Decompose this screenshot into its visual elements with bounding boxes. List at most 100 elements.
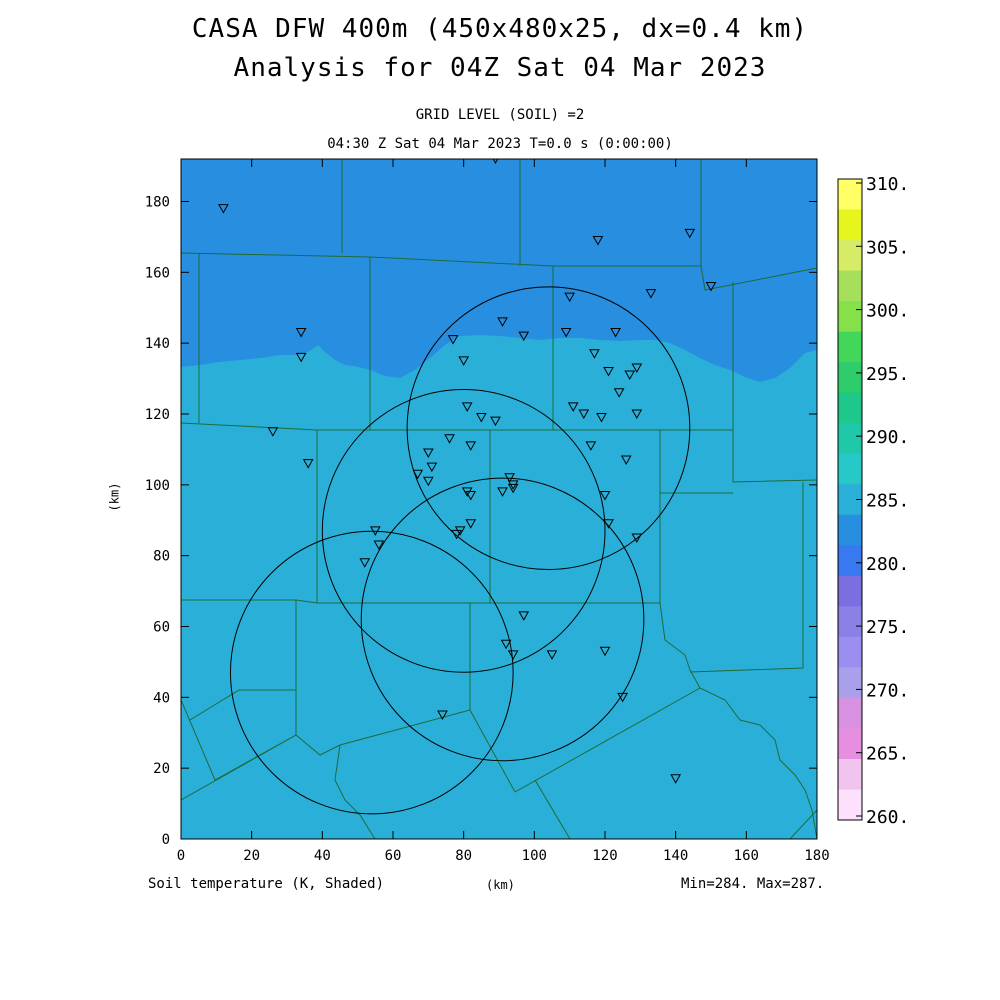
map-title: CASA DFW 400m (450x480x25, dx=0.4 km)	[191, 14, 809, 44]
y-axis: 0 20 40 60 80 100 120 140 160 180	[145, 195, 817, 848]
x-tick-label: 80	[455, 848, 472, 864]
cool-field	[181, 159, 817, 382]
x-tick-label: 140	[663, 848, 688, 864]
station-marker	[465, 519, 477, 529]
colorbar-label: 290.	[866, 427, 909, 448]
x-tick-label: 40	[314, 848, 331, 864]
y-tick-label: 60	[153, 620, 170, 636]
station-marker	[631, 533, 643, 543]
station-marker	[624, 370, 636, 381]
colorbar-segment	[838, 667, 862, 699]
station-marker	[465, 490, 477, 501]
radar-ring-2	[321, 389, 606, 673]
station-marker	[218, 204, 229, 214]
colorbar-segment	[838, 331, 862, 363]
colorbar-label: 280.	[866, 554, 909, 575]
y-tick-label: 40	[153, 690, 170, 706]
station-marker	[458, 356, 470, 366]
x-tick-label: 100	[522, 848, 547, 864]
colorbar-label: 270.	[866, 680, 909, 701]
station-marker	[592, 235, 604, 246]
station-marker	[500, 639, 512, 650]
y-tick-label: 100	[145, 478, 170, 494]
station-marker	[422, 476, 434, 487]
station-marker	[497, 317, 508, 327]
station-marker	[599, 490, 611, 501]
station-marker	[645, 289, 657, 299]
x-tick-label: 160	[734, 848, 759, 864]
station-marker	[422, 448, 434, 458]
station-marker	[631, 363, 643, 373]
x-axis-unit: (km)	[486, 878, 515, 892]
x-axis: 0 20 40 60 80 100 120 140 160 180	[177, 159, 830, 864]
grid-level-label: GRID LEVEL (SOIL) =2	[415, 107, 585, 123]
valid-time-label: 04:30 Z Sat 04 Mar 2023 T=0.0 s (0:00:00…	[327, 136, 673, 152]
y-tick-label: 160	[145, 265, 170, 281]
colorbar-segment	[838, 697, 862, 729]
station-marker	[373, 540, 385, 551]
station-marker	[507, 650, 519, 660]
station-marker	[617, 692, 629, 703]
station-marker	[444, 434, 455, 444]
station-marker	[267, 427, 279, 437]
station-marker	[412, 469, 424, 480]
colorbar-segment	[838, 789, 862, 821]
y-tick-label: 20	[153, 761, 170, 777]
station-marker	[613, 388, 625, 398]
colorbar-label: 305.	[866, 237, 909, 258]
station-marker	[369, 526, 381, 536]
station-marker	[302, 459, 314, 469]
x-tick-label: 120	[592, 848, 617, 864]
colorbar: 310. 305. 300. 295. 290. 285. 280. 275. 270. 265.…	[837, 174, 909, 828]
colorbar-label: 310.	[866, 174, 909, 195]
colorbar-segment	[838, 514, 862, 546]
station-marker	[603, 367, 614, 377]
colorbar-segment	[838, 301, 862, 333]
radar-ring-4	[229, 530, 514, 815]
x-tick-label: 180	[804, 848, 829, 864]
map-area	[181, 159, 817, 839]
station-marker	[437, 710, 448, 721]
colorbar-segment	[838, 179, 862, 211]
station-marker	[684, 228, 696, 239]
colorbar-label: 260.	[866, 807, 909, 828]
y-axis-unit: (km)	[107, 482, 122, 512]
station-marker	[359, 558, 371, 568]
station-marker	[578, 409, 590, 420]
colorbar-segment	[838, 575, 862, 607]
y-tick-label: 140	[145, 336, 170, 352]
y-tick-label: 80	[153, 549, 170, 565]
variable-label: Soil temperature (K, Shaded)	[148, 876, 385, 892]
station-marker	[546, 650, 558, 660]
radar-range-rings	[229, 286, 691, 815]
colorbar-label: 275.	[866, 617, 909, 638]
county-boundaries	[181, 159, 817, 839]
min-max-label: Min=284. Max=287.	[681, 876, 825, 892]
station-marker	[518, 331, 530, 342]
colorbar-segment	[838, 423, 862, 455]
x-tick-label: 20	[243, 848, 260, 864]
station-marker	[564, 292, 576, 303]
colorbar-segment	[838, 728, 862, 760]
station-marker	[585, 441, 597, 451]
colorbar-segment	[838, 453, 862, 485]
station-marker	[295, 328, 307, 338]
station-marker	[596, 413, 607, 423]
station-marker	[451, 529, 462, 540]
x-tick-label: 0	[177, 848, 185, 864]
station-marker	[461, 402, 473, 412]
plot-frame	[180, 158, 818, 840]
y-tick-label: 120	[145, 407, 170, 423]
colorbar-segment	[838, 545, 862, 577]
station-marker	[670, 774, 682, 784]
x-tick-label: 60	[385, 848, 402, 864]
colorbar-segment	[838, 240, 862, 272]
colorbar-label: 285.	[866, 491, 909, 512]
colorbar-segment	[838, 362, 862, 394]
station-marker	[475, 413, 487, 423]
station-marker	[447, 335, 459, 345]
station-marker	[507, 483, 519, 494]
station-marker	[518, 611, 530, 621]
station-marker	[599, 646, 611, 657]
